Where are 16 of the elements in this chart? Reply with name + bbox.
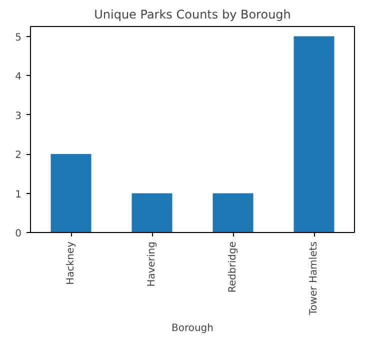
y-tick-label: 2	[15, 150, 22, 162]
bar	[294, 36, 334, 232]
x-tick-label: Redbridge	[228, 241, 238, 293]
x-tick-label: Tower Hamlets	[308, 241, 320, 316]
bar	[212, 193, 254, 232]
chart-title: Unique Parks Counts by Borough	[94, 8, 291, 22]
y-tick-label: 0	[15, 228, 22, 240]
x-tick-label: Havering	[146, 241, 158, 287]
bar	[132, 193, 172, 232]
y-tick-label: 5	[15, 32, 22, 44]
x-axis-title: Borough	[171, 323, 214, 334]
bar	[50, 154, 92, 232]
y-tick-label: 3	[15, 110, 22, 122]
x-tick-label: Hackney	[66, 241, 76, 285]
y-tick-label: 1	[15, 189, 22, 200]
y-tick-label: 4	[15, 72, 22, 83]
